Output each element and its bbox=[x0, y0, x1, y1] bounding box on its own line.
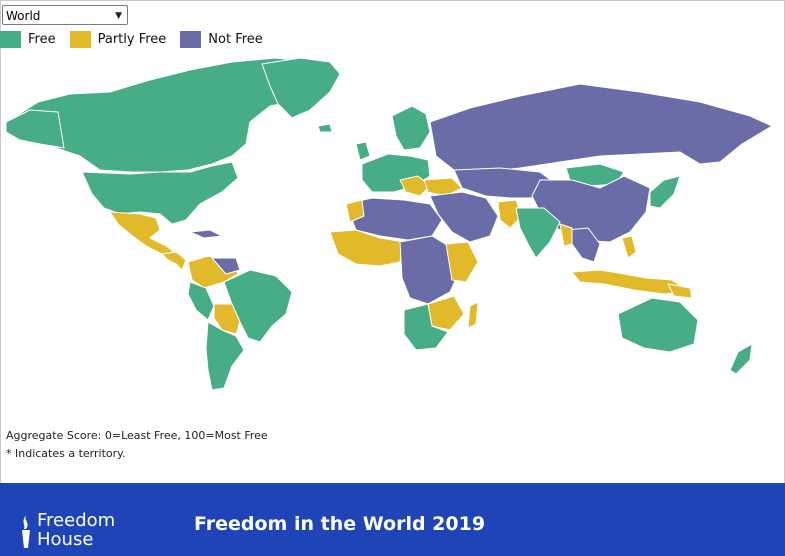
logo-text: Freedom House bbox=[37, 511, 115, 549]
country-india[interactable] bbox=[515, 207, 561, 259]
country-madagascar[interactable] bbox=[467, 301, 479, 329]
score-note: Aggregate Score: 0=Least Free, 100=Most … bbox=[6, 429, 268, 442]
country-morocco[interactable] bbox=[345, 199, 365, 223]
footer-title: Freedom in the World 2019 bbox=[194, 513, 486, 535]
map-notes: Aggregate Score: 0=Least Free, 100=Most … bbox=[6, 427, 268, 463]
region-select-value: World bbox=[6, 9, 41, 23]
country-pakistan[interactable] bbox=[497, 199, 523, 229]
country-venezuela[interactable] bbox=[211, 257, 241, 275]
country-peru-ecuador[interactable] bbox=[187, 281, 215, 321]
logo-line-2: House bbox=[37, 529, 94, 550]
country-scandinavia[interactable] bbox=[391, 105, 431, 151]
freedom-house-logo[interactable]: Freedom House bbox=[18, 511, 138, 553]
country-turkey[interactable] bbox=[423, 177, 463, 197]
country-bolivia-paraguay[interactable] bbox=[213, 303, 241, 335]
chevron-down-icon: ▼ bbox=[115, 11, 122, 21]
country-east-africa[interactable] bbox=[445, 241, 479, 283]
country-west-africa[interactable] bbox=[329, 229, 405, 267]
legend-item-partly-free[interactable]: Partly Free bbox=[69, 30, 167, 48]
legend-item-not-free[interactable]: Not Free bbox=[180, 30, 263, 48]
country-chile-argentina[interactable] bbox=[205, 321, 245, 391]
logo-line-1: Freedom bbox=[37, 510, 116, 531]
country-alaska[interactable] bbox=[5, 109, 65, 149]
legend-label-free: Free bbox=[28, 31, 56, 47]
country-mexico[interactable] bbox=[109, 211, 175, 255]
country-philippines[interactable] bbox=[621, 235, 637, 259]
legend-label-not-free: Not Free bbox=[208, 31, 263, 47]
country-japan-korea[interactable] bbox=[649, 175, 681, 209]
country-south-africa[interactable] bbox=[403, 303, 449, 351]
country-middle-east[interactable] bbox=[429, 191, 499, 243]
legend-swatch-free bbox=[0, 30, 21, 48]
country-png[interactable] bbox=[667, 283, 693, 299]
footer-banner: Freedom House Freedom in the World 2019 bbox=[0, 483, 785, 556]
country-balkans[interactable] bbox=[399, 175, 431, 197]
country-canada[interactable] bbox=[9, 57, 331, 173]
legend-label-partly-free: Partly Free bbox=[97, 31, 167, 47]
region-select[interactable]: World ▼ bbox=[2, 5, 128, 25]
country-central-america[interactable] bbox=[161, 251, 187, 271]
territory-note: * Indicates a territory. bbox=[6, 447, 126, 460]
torch-icon bbox=[22, 514, 30, 548]
legend-item-free[interactable]: Free bbox=[0, 30, 56, 48]
legend: Free Partly Free Not Free bbox=[0, 29, 277, 49]
country-myanmar[interactable] bbox=[559, 223, 573, 247]
country-australia[interactable] bbox=[617, 297, 699, 353]
legend-swatch-partly-free bbox=[69, 30, 91, 48]
country-cuba[interactable] bbox=[189, 229, 223, 239]
country-new-zealand[interactable] bbox=[729, 343, 753, 375]
country-russia[interactable] bbox=[429, 83, 773, 173]
world-map[interactable] bbox=[0, 52, 785, 422]
country-north-africa[interactable] bbox=[345, 197, 443, 241]
legend-swatch-not-free bbox=[180, 30, 202, 48]
country-uk-iceland[interactable] bbox=[317, 123, 371, 161]
country-greenland[interactable] bbox=[261, 57, 341, 119]
country-central-africa[interactable] bbox=[399, 235, 461, 305]
